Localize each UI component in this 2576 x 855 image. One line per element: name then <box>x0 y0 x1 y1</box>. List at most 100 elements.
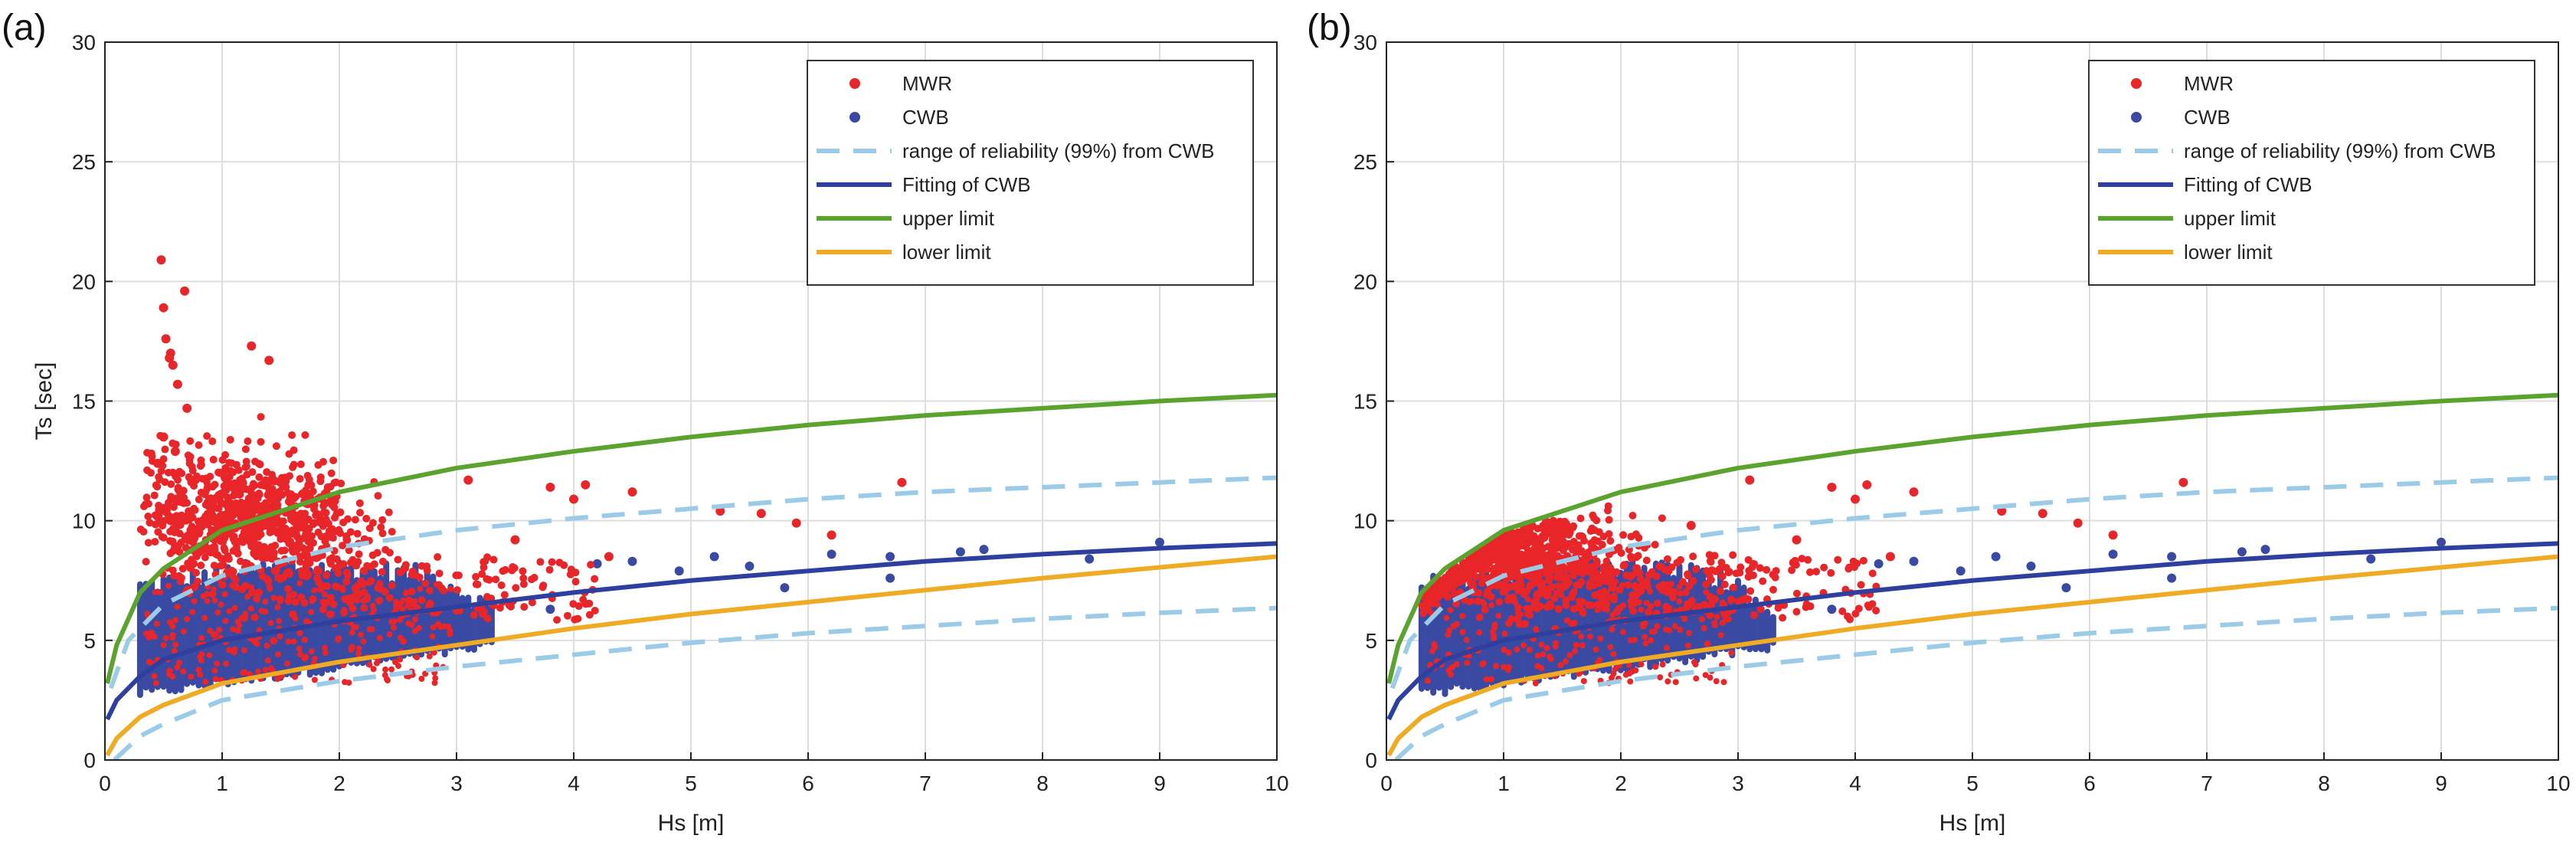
mwr-point <box>242 611 249 618</box>
mwr-point <box>254 541 263 549</box>
mwr-point <box>1504 594 1513 602</box>
mwr-point <box>1557 662 1564 669</box>
mwr-point <box>826 530 836 540</box>
mwr-point <box>359 580 368 588</box>
mwr-point <box>335 526 343 534</box>
mwr-point <box>1573 581 1579 588</box>
mwr-point <box>397 634 404 641</box>
mwr-point <box>1789 559 1797 567</box>
mwr-point <box>172 641 179 648</box>
mwr-point <box>1627 532 1635 541</box>
mwr-point <box>447 586 454 593</box>
mwr-point <box>355 499 364 507</box>
mwr-point <box>1745 475 1755 485</box>
mwr-point <box>151 538 159 546</box>
mwr-point <box>1763 565 1771 574</box>
mwr-point <box>1442 581 1448 588</box>
mwr-point <box>1575 532 1583 540</box>
mwr-point <box>292 673 299 680</box>
mwr-point <box>1564 565 1573 573</box>
mwr-point <box>512 584 520 592</box>
mwr-point <box>244 437 252 445</box>
mwr-point <box>1566 652 1573 659</box>
mwr-point <box>230 626 237 633</box>
mwr-point <box>1475 588 1483 597</box>
mwr-point <box>1689 577 1697 585</box>
mwr-point <box>169 673 176 680</box>
x-tick-label: 8 <box>2318 771 2330 795</box>
mwr-point <box>470 611 478 619</box>
mwr-point <box>1642 640 1649 647</box>
mwr-point <box>265 487 273 496</box>
cwb-point <box>1085 554 1095 564</box>
cwb-point <box>2237 547 2247 557</box>
mwr-point <box>258 572 267 581</box>
mwr-point <box>207 504 215 513</box>
mwr-point <box>254 589 260 596</box>
mwr-point <box>388 528 396 536</box>
mwr-point <box>404 602 411 609</box>
mwr-point <box>309 595 316 602</box>
mwr-point <box>1654 623 1661 630</box>
mwr-point <box>214 609 221 616</box>
mwr-point <box>1491 567 1500 575</box>
mwr-point <box>430 624 437 631</box>
mwr-point <box>1648 637 1655 644</box>
mwr-point <box>142 493 151 502</box>
legend-label: Fitting of CWB <box>2184 173 2313 196</box>
mwr-point <box>1862 480 1872 490</box>
mwr-point <box>232 543 241 552</box>
mwr-point <box>226 508 234 516</box>
mwr-point <box>226 647 233 654</box>
mwr-point <box>360 598 367 604</box>
mwr-point <box>417 596 426 604</box>
mwr-point <box>1851 563 1859 572</box>
mwr-point <box>1652 572 1661 581</box>
mwr-point <box>1846 615 1854 624</box>
mwr-point <box>1609 611 1616 618</box>
mwr-point <box>202 679 209 686</box>
mwr-point <box>1663 626 1670 633</box>
mwr-point <box>283 526 291 535</box>
mwr-point <box>217 554 225 562</box>
mwr-point <box>201 490 209 499</box>
mwr-point <box>1533 626 1540 633</box>
mwr-point <box>1633 592 1640 599</box>
mwr-point <box>1514 617 1521 624</box>
mwr-point <box>315 567 323 575</box>
mwr-point <box>1605 578 1613 586</box>
mwr-point <box>1713 678 1720 685</box>
mwr-point <box>791 518 801 528</box>
mwr-point <box>270 595 277 601</box>
mwr-point <box>1505 649 1512 656</box>
mwr-point <box>316 473 325 481</box>
mwr-point <box>1644 582 1652 591</box>
x-tick-label: 7 <box>2201 771 2213 795</box>
mwr-point <box>574 602 583 611</box>
mwr-point <box>1425 607 1432 614</box>
mwr-point <box>378 557 387 565</box>
mwr-point <box>255 473 263 481</box>
mwr-point <box>1512 599 1519 606</box>
mwr-point <box>314 553 322 562</box>
mwr-point <box>1479 574 1488 582</box>
mwr-point <box>1587 633 1594 640</box>
mwr-point <box>1446 627 1453 634</box>
mwr-point <box>166 619 173 626</box>
mwr-point <box>363 562 372 570</box>
mwr-point <box>1834 555 1842 564</box>
mwr-point <box>1804 555 1812 564</box>
mwr-point <box>1539 544 1547 552</box>
mwr-point <box>308 608 315 615</box>
mwr-point <box>355 550 363 559</box>
mwr-point <box>500 591 509 599</box>
mwr-point <box>288 431 296 440</box>
mwr-point <box>336 635 342 642</box>
y-tick-label: 25 <box>72 150 96 174</box>
mwr-point <box>309 539 318 547</box>
mwr-point <box>1537 534 1545 542</box>
mwr-point <box>155 473 163 481</box>
mwr-point <box>1596 593 1602 600</box>
mwr-point <box>151 520 159 529</box>
mwr-point <box>144 539 152 547</box>
